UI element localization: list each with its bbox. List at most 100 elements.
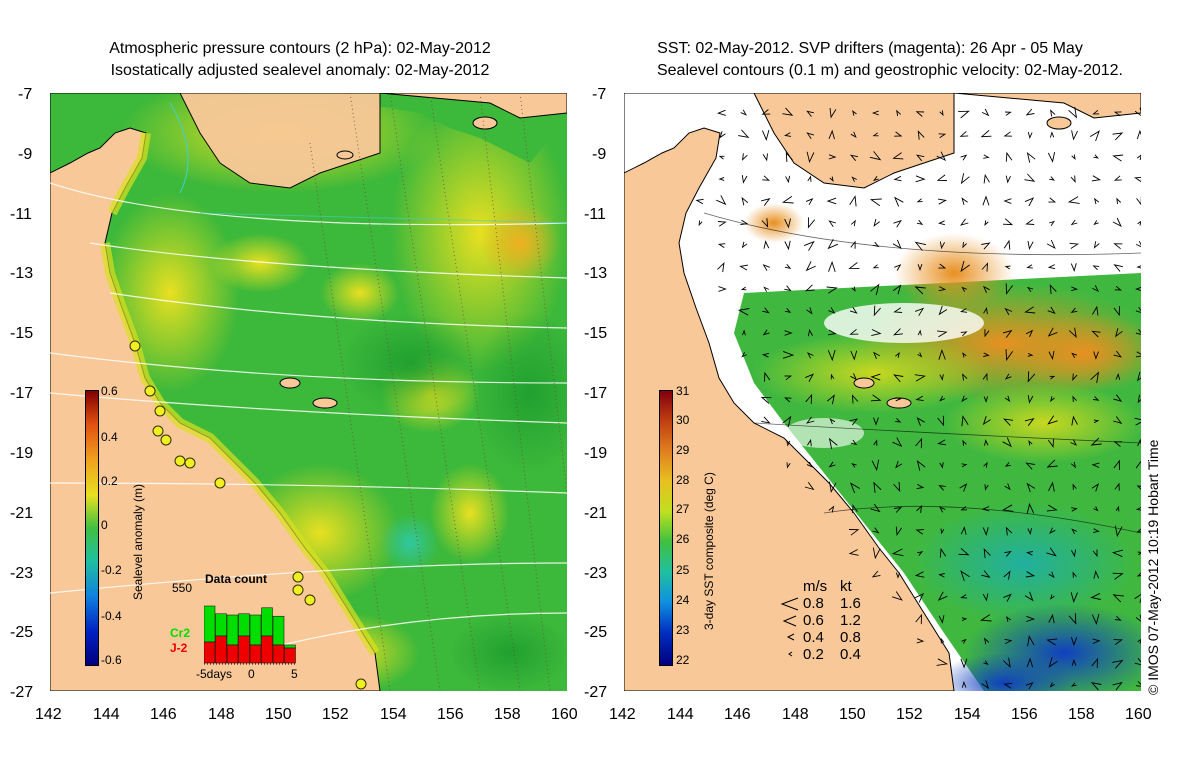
velocity-arrow (828, 505, 835, 513)
velocity-arrow (917, 329, 922, 336)
velocity-arrow (806, 110, 814, 117)
velocity-arrow (695, 198, 704, 205)
velocity-arrow (762, 264, 770, 271)
velocity-arrow (916, 638, 925, 644)
velocity-arrow (869, 198, 882, 207)
velocity-arrow (938, 133, 947, 139)
velocity-arrow (1027, 352, 1034, 357)
velocity-arrow (1091, 330, 1101, 338)
right-x-tick-2: 146 (724, 706, 751, 723)
velocity-arrow (849, 154, 859, 161)
velocity-arrow (1112, 154, 1124, 162)
velocity-arrow (961, 286, 967, 292)
velocity-arrow (741, 175, 748, 184)
velocity-arrow (737, 308, 750, 316)
velocity-arrow (1002, 437, 1012, 448)
velocity-arrow (1070, 175, 1076, 183)
sla-tick-2: 0.2 (101, 474, 118, 488)
velocity-arrow (870, 373, 881, 381)
velocity-arrow (1026, 286, 1034, 293)
velocity-arrow (1093, 419, 1100, 424)
velocity-arrow (784, 375, 793, 381)
velocity-arrow (1114, 285, 1122, 291)
velocity-arrow (1005, 175, 1011, 184)
velocity-arrow (915, 154, 925, 162)
velocity-arrow (1112, 659, 1124, 669)
velocity-arrow (938, 305, 948, 316)
velocity-arrow (1091, 462, 1100, 468)
velocity-arrow (1024, 197, 1035, 207)
velocity-arrow (804, 481, 815, 491)
velocity-arrow (1070, 637, 1078, 647)
velocity-arrow (1027, 131, 1033, 140)
velocity-arrow (1134, 657, 1141, 666)
velocity-arrow (1003, 198, 1012, 204)
velocity-arrow (939, 506, 946, 513)
velocity-arrow (1025, 329, 1034, 338)
velocity-arrow (1004, 638, 1013, 645)
velocity-arrow (849, 482, 861, 494)
data-count-bar-j2 (226, 644, 239, 664)
velocity-arrow (741, 329, 746, 336)
velocity-arrow (1069, 242, 1080, 249)
velocity-arrow (828, 461, 836, 468)
velocity-arrow (960, 260, 970, 273)
velocity-row-2-kt: 0.8 (840, 629, 861, 646)
velocity-arrow (1070, 461, 1076, 469)
velocity-arrow (851, 463, 857, 468)
velocity-arrow (984, 220, 989, 226)
velocity-arrow (1136, 528, 1141, 533)
velocity-arrow (1072, 483, 1077, 490)
right-x-tick-9: 160 (1125, 706, 1152, 723)
velocity-arrow (827, 394, 835, 405)
velocity-arrow (916, 219, 924, 226)
velocity-arrow (1135, 681, 1141, 687)
velocity-arrow (1071, 549, 1077, 558)
velocity-arrow (983, 352, 990, 357)
velocity-arrow (984, 439, 989, 446)
sla-tick-0: 0.6 (101, 384, 118, 398)
velocity-arrow (981, 680, 990, 690)
velocity-arrow (984, 329, 990, 338)
velocity-arrow (872, 264, 879, 269)
velocity-arrow (1027, 527, 1033, 536)
velocity-arrow (717, 261, 725, 273)
right-x-tick-3: 148 (782, 706, 809, 723)
velocity-arrow (893, 374, 904, 383)
velocity-arrow (870, 394, 882, 402)
velocity-arrow (718, 286, 727, 292)
data-count-bar-j2 (272, 644, 285, 664)
velocity-arrow (916, 504, 923, 513)
velocity-arrow (1003, 570, 1011, 580)
velocity-arrow (1112, 681, 1123, 691)
right-x-tick-8: 158 (1068, 706, 1095, 723)
data-count-bar-j2 (238, 635, 250, 664)
velocity-arrow (1114, 525, 1123, 538)
velocity-arrow (1136, 485, 1141, 490)
velocity-arrow (1090, 682, 1102, 691)
velocity-arrow (1070, 286, 1079, 292)
velocity-arrow (1047, 152, 1056, 163)
velocity-arrow (960, 173, 970, 185)
velocity-arrow (893, 307, 903, 313)
velocity-arrow (915, 175, 926, 183)
sst-tick-1: 30 (676, 413, 690, 427)
right-x-tick-5: 152 (896, 706, 923, 723)
velocity-arrow (807, 328, 813, 337)
velocity-arrow (716, 195, 727, 206)
velocity-arrow (915, 613, 922, 625)
velocity-arrow (1047, 306, 1056, 315)
velocity-arrow (829, 481, 837, 494)
velocity-arrow (981, 506, 990, 512)
right-y-tick-3: -13 (584, 265, 608, 282)
velocity-arrow (1046, 547, 1057, 557)
velocity-row-0-kt: 1.6 (840, 595, 861, 612)
velocity-arrow (1004, 265, 1011, 270)
left-y-tick-10: -27 (10, 684, 34, 701)
right-y-tick-0: -7 (592, 86, 607, 103)
sla-tick-4: -0.2 (101, 563, 122, 577)
velocity-arrow (983, 306, 988, 315)
velocity-arrow (1070, 307, 1078, 313)
velocity-arrow (718, 176, 725, 181)
velocity-arrow (762, 175, 771, 181)
